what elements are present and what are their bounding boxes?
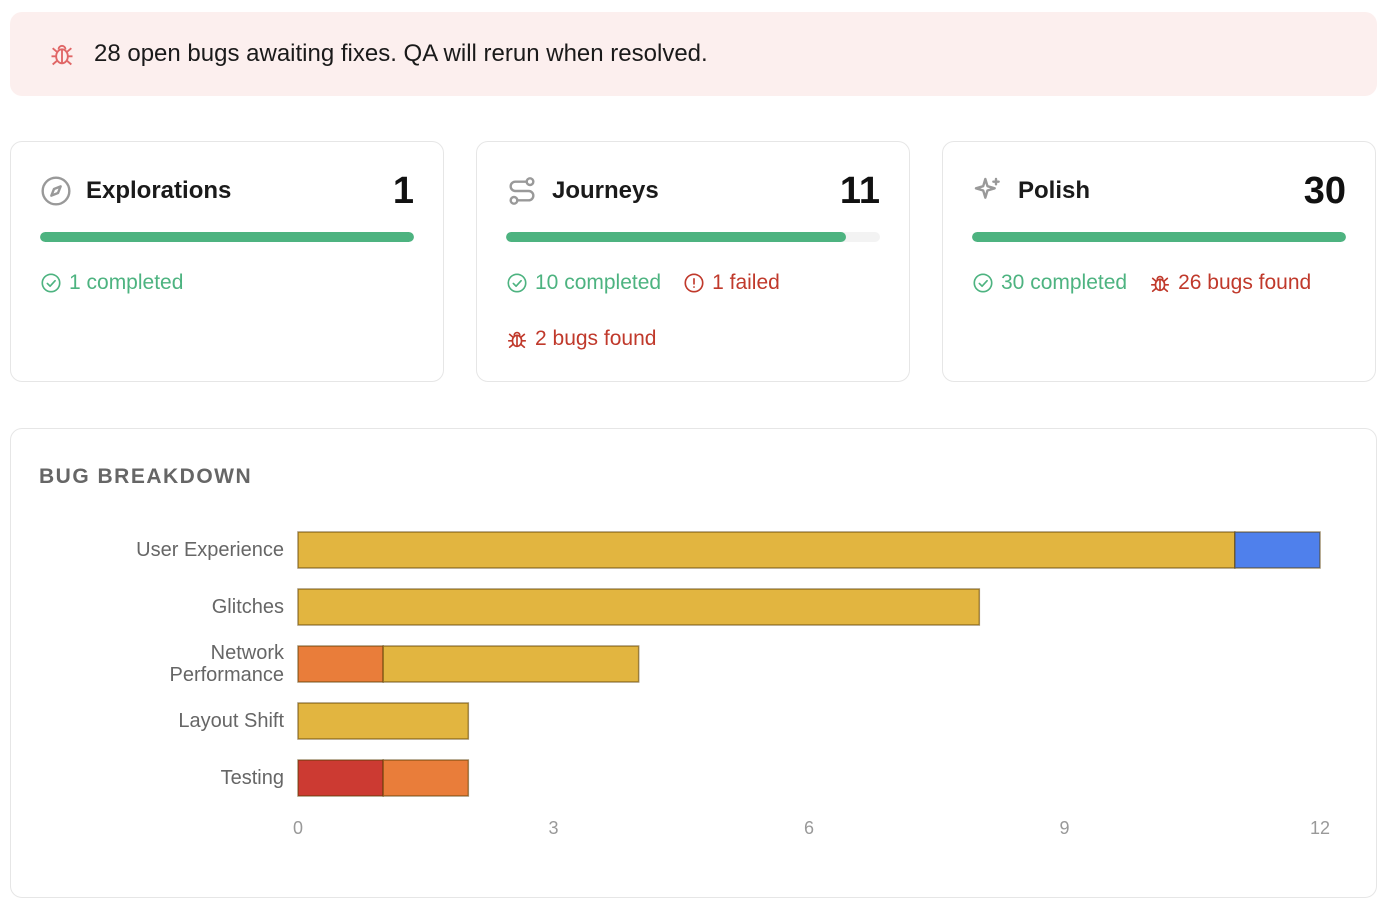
card: Polish 30 30 completed 26 bugs found bbox=[942, 141, 1376, 382]
icon bbox=[974, 177, 1000, 199]
stat-label: 1 completed bbox=[69, 271, 184, 294]
x-tick-label: 3 bbox=[548, 818, 558, 838]
card: Explorations 1 1 completed bbox=[10, 141, 444, 382]
category-label: Network Performance bbox=[169, 642, 285, 686]
bar-segment bbox=[297, 702, 470, 740]
stat: 2 bugs found bbox=[506, 326, 656, 352]
card-header: Journeys 11 bbox=[506, 142, 880, 240]
progress-track bbox=[506, 232, 880, 242]
card-total: 30 bbox=[1303, 169, 1346, 212]
icon bbox=[684, 273, 704, 293]
bug-icon bbox=[51, 44, 73, 66]
stat-label: 2 bugs found bbox=[535, 327, 657, 350]
progress-track bbox=[40, 232, 414, 242]
progress-fill bbox=[40, 232, 414, 242]
bar-segment bbox=[297, 759, 384, 797]
stat: 10 completed bbox=[506, 270, 661, 296]
card-header: Explorations 1 bbox=[40, 142, 414, 240]
stat-label: 30 completed bbox=[1001, 271, 1128, 294]
x-tick-label: 6 bbox=[804, 818, 814, 838]
icon bbox=[41, 176, 71, 206]
category-label: Layout Shift bbox=[178, 710, 284, 732]
card-title: Explorations bbox=[86, 177, 232, 204]
icon bbox=[507, 273, 527, 293]
icon bbox=[41, 273, 61, 293]
icon bbox=[507, 331, 527, 349]
x-tick-label: 12 bbox=[1310, 818, 1330, 838]
progress-fill bbox=[506, 232, 846, 242]
card-total: 11 bbox=[839, 169, 880, 212]
card-title: Journeys bbox=[552, 177, 659, 204]
category-label: User Experience bbox=[136, 539, 284, 561]
banner-text: 28 open bugs awaiting fixes. QA will rer… bbox=[94, 40, 708, 67]
category-label: Glitches bbox=[211, 596, 284, 618]
stats: 30 completed 26 bugs found bbox=[972, 270, 1346, 296]
icon bbox=[973, 273, 993, 293]
bar-segment bbox=[297, 645, 384, 683]
icon bbox=[1151, 275, 1170, 293]
card-total: 1 bbox=[392, 169, 414, 212]
bar-segment bbox=[297, 531, 1236, 569]
stat: 1 completed bbox=[40, 270, 183, 296]
icon bbox=[509, 177, 535, 205]
x-tick-label: 0 bbox=[293, 818, 303, 838]
card-title: Polish bbox=[1018, 177, 1091, 204]
stats: 10 completed 1 failed 2 bugs found bbox=[506, 270, 880, 352]
stat-label: 26 bugs found bbox=[1178, 271, 1312, 294]
banner: 28 open bugs awaiting fixes. QA will rer… bbox=[10, 12, 1377, 96]
bar-segment bbox=[382, 645, 640, 683]
progress-track bbox=[972, 232, 1346, 242]
stats: 1 completed bbox=[40, 270, 414, 296]
x-tick-label: 9 bbox=[1059, 818, 1069, 838]
stat: 26 bugs found bbox=[1149, 270, 1311, 296]
bar-segment bbox=[382, 759, 470, 797]
category-label: Testing bbox=[220, 767, 284, 789]
chart-title: BUG BREAKDOWN bbox=[39, 465, 252, 488]
card-header: Polish 30 bbox=[972, 142, 1346, 240]
chart-panel bbox=[10, 428, 1377, 898]
stat-label: 1 failed bbox=[712, 271, 780, 294]
bar-segment bbox=[297, 588, 981, 626]
card: Journeys 11 10 completed 1 failed 2 bugs fou… bbox=[476, 141, 910, 382]
stat: 30 completed bbox=[972, 270, 1127, 296]
progress-fill bbox=[972, 232, 1346, 242]
stat: 1 failed bbox=[683, 270, 780, 296]
stat-label: 10 completed bbox=[535, 271, 662, 294]
bar-segment bbox=[1234, 531, 1321, 569]
